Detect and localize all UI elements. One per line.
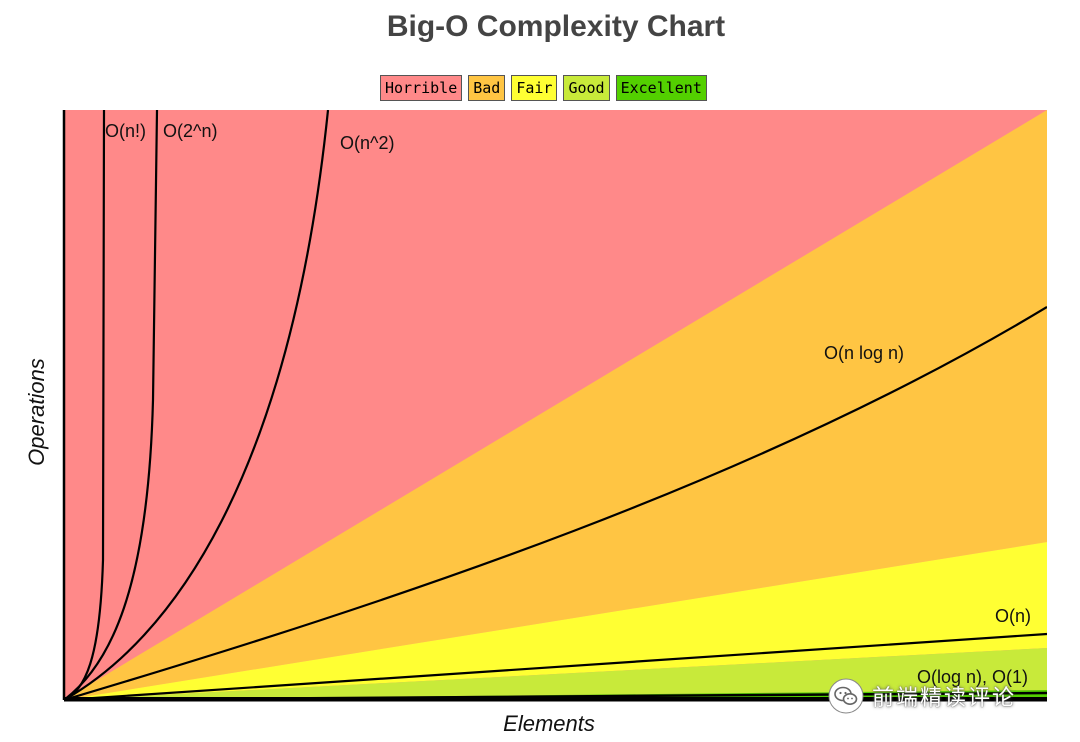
wechat-icon <box>828 678 864 714</box>
legend: Horrible Bad Fair Good Excellent <box>380 75 707 101</box>
label-o-2-n: O(2^n) <box>163 121 217 141</box>
x-axis-label: Elements <box>503 711 595 736</box>
chart-title: Big-O Complexity Chart <box>386 10 726 43</box>
label-o-log-n-o-1: O(log n), O(1) <box>917 667 1028 687</box>
curve-o-2-n <box>64 110 159 700</box>
legend-bad: Bad <box>468 75 506 101</box>
label-o-n: O(n) <box>995 606 1031 626</box>
label-o-n-squared: O(n^2) <box>340 133 394 153</box>
watermark: 前端精读评论 <box>828 676 1056 716</box>
y-axis-label: Operations <box>24 358 49 466</box>
legend-excellent: Excellent <box>615 75 707 101</box>
label-o-factorial: O(n!) <box>105 121 146 141</box>
legend-horrible: Horrible <box>380 75 463 101</box>
watermark-text: 前端精读评论 <box>872 686 1017 711</box>
region-good <box>64 648 1047 700</box>
curve-o-n-squared <box>64 110 330 700</box>
region-bad <box>64 110 1047 700</box>
label-o-n-log-n: O(n log n) <box>824 343 904 363</box>
legend-fair: Fair <box>511 75 558 101</box>
legend-good: Good <box>563 75 610 101</box>
curve-o-n-log-n <box>64 306 1047 700</box>
region-fair <box>64 542 1047 700</box>
curve-o-n <box>64 632 1047 700</box>
